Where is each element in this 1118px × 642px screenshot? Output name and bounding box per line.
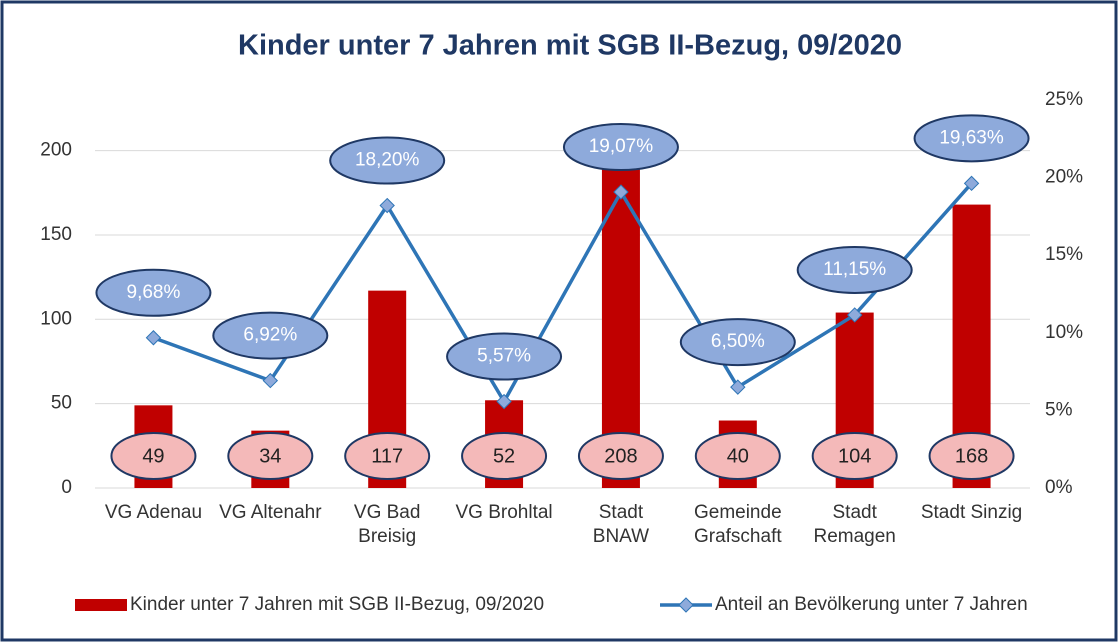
bar-value-label: 40 (727, 445, 749, 467)
line-label-bubble (562, 123, 679, 172)
bar-value-label: 34 (259, 445, 281, 467)
x-tick-label: Remagen (813, 526, 895, 547)
line-label-bubble (329, 136, 446, 185)
bar-value-label: 104 (838, 445, 871, 467)
line-value-label: 19,07% (589, 136, 654, 157)
bar-value-label: 49 (142, 445, 164, 467)
y-tick-label: 0 (61, 477, 72, 498)
bar-value-label: 117 (371, 445, 403, 467)
line-marker (613, 184, 629, 200)
x-tick-label: BNAW (593, 526, 649, 547)
line-value-label: 11,15% (823, 259, 886, 280)
line-marker (963, 175, 980, 192)
legend-swatch (75, 599, 127, 611)
x-tick-label: Stadt (833, 502, 878, 523)
line-marker (262, 372, 279, 389)
y2-tick-label: 20% (1045, 167, 1083, 188)
x-tick-label: VG Altenahr (219, 502, 322, 523)
x-tick-label: VG Bad (354, 502, 421, 523)
bar-value-label: 168 (955, 445, 988, 467)
y2-tick-label: 25% (1045, 89, 1083, 110)
y2-tick-label: 10% (1045, 322, 1083, 343)
line-label-bubble (95, 268, 212, 317)
line-label-bubble (679, 318, 796, 367)
bar-label-bubble (227, 432, 314, 480)
legend-label: Anteil an Bevölkerung unter 7 Jahren (715, 594, 1028, 615)
bar-value-label: 52 (493, 445, 515, 467)
line-marker (846, 307, 863, 323)
x-tick-label: Stadt Sinzig (921, 502, 1022, 523)
line-value-label: 18,20% (355, 150, 420, 171)
line-label-bubble (446, 332, 563, 381)
bar-label-bubble (110, 432, 197, 480)
legend-marker (678, 597, 694, 613)
x-tick-label: Stadt (599, 502, 644, 523)
bar-label-bubble (928, 432, 1015, 480)
line-value-label: 6,50% (711, 331, 765, 352)
line-marker (379, 197, 395, 214)
line-label-bubble (913, 114, 1030, 163)
line-marker (496, 393, 512, 410)
bar-label-bubble (811, 432, 898, 480)
y2-tick-label: 15% (1045, 244, 1083, 265)
bar-label-bubble (344, 432, 431, 480)
bar-label-bubble (694, 432, 781, 480)
legend-label: Kinder unter 7 Jahren mit SGB II-Bezug, … (130, 594, 544, 615)
y2-tick-label: 0% (1045, 477, 1073, 498)
y2-tick-label: 5% (1045, 399, 1073, 420)
bar-value-label: 208 (604, 445, 637, 467)
line-value-label: 5,57% (477, 346, 531, 367)
line-label-bubble (212, 311, 329, 360)
line-value-label: 9,68% (127, 282, 181, 303)
line-value-label: 19,63% (939, 127, 1004, 148)
bar-label-bubble (461, 432, 548, 480)
x-tick-label: VG Adenau (105, 502, 202, 523)
y-tick-label: 200 (40, 140, 72, 161)
y-tick-label: 100 (40, 308, 72, 329)
line-value-label: 6,92% (243, 325, 297, 346)
line-marker (145, 330, 162, 346)
y-tick-label: 50 (51, 393, 72, 414)
line-label-bubble (796, 245, 913, 294)
x-tick-label: Breisig (358, 526, 416, 547)
x-tick-label: VG Brohltal (455, 502, 552, 523)
bar-label-bubble (577, 432, 664, 480)
x-tick-label: Gemeinde (694, 502, 782, 523)
chart-title: Kinder unter 7 Jahren mit SGB II-Bezug, … (238, 30, 902, 62)
y-tick-label: 150 (40, 224, 72, 245)
x-tick-label: Grafschaft (694, 526, 782, 547)
line-marker (730, 379, 746, 395)
